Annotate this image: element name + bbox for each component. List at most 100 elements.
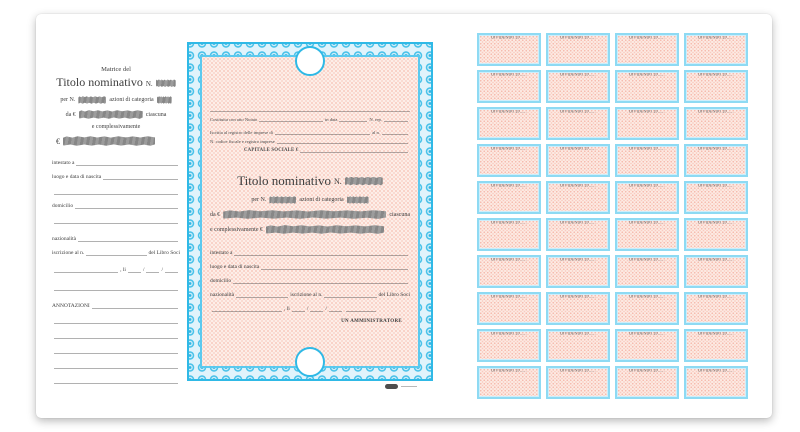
coupon-label: DIVIDENDO 20...... [560, 147, 596, 151]
bottom-medallion-seal [295, 347, 325, 377]
amministratore-signature-label: UN AMMINISTRATORE [341, 319, 402, 324]
cert-capitale-row: CAPITALE SOCIALE € [210, 148, 410, 153]
dividend-coupon: DIVIDENDO 20...... [684, 366, 748, 399]
stub-title: Titolo nominativo N. [52, 75, 180, 90]
stub-blank-row [52, 378, 180, 384]
ruled-line [276, 139, 408, 144]
stub-continuation-row [52, 218, 180, 224]
coupon-label: DIVIDENDO 20...... [629, 110, 665, 114]
redacted-value [63, 136, 155, 146]
cert-codice-fiscale-row: N. codice fiscale e registro imprese [210, 139, 410, 144]
dividend-coupon: DIVIDENDO 20...... [615, 144, 679, 177]
dividend-coupon: DIVIDENDO 20...... [615, 255, 679, 288]
dividend-coupon: DIVIDENDO 20...... [684, 70, 748, 103]
cert-iscritta-row: Iscritta al registro delle imprese di al… [210, 130, 410, 135]
dividend-coupon: DIVIDENDO 20...... [477, 255, 541, 288]
stub-nazionalita-row: nazionalità [52, 236, 180, 242]
redacted-value [78, 110, 143, 119]
cert-title-text: Titolo nominativo [237, 173, 331, 188]
redacted-value [223, 210, 387, 219]
domicilio-label: domicilio [52, 203, 74, 209]
dividend-coupon: DIVIDENDO 20...... [615, 181, 679, 214]
certificate-body: Costituita con atto Notaio in data N. re… [200, 55, 420, 368]
ruled-line [54, 189, 178, 195]
dividend-coupon: DIVIDENDO 20...... [684, 33, 748, 66]
intestato-label: intestato a [210, 250, 233, 256]
dividend-coupon: DIVIDENDO 20...... [615, 70, 679, 103]
dividend-coupon: DIVIDENDO 20...... [684, 181, 748, 214]
coupon-label: DIVIDENDO 20...... [491, 295, 527, 299]
coupon-label: DIVIDENDO 20...... [491, 258, 527, 262]
ruled-line [165, 267, 178, 273]
coupon-label: DIVIDENDO 20...... [491, 221, 527, 225]
coupon-grid: DIVIDENDO 20...... DIVIDENDO 20...... DI… [477, 33, 748, 399]
dividend-coupon: DIVIDENDO 20...... [546, 366, 610, 399]
stub-annotazioni-row: ANNOTAZIONI [52, 303, 180, 309]
stub-matrice: Matrice del Titolo nominativo N. per N. … [52, 66, 180, 384]
date-separator: / [306, 306, 309, 312]
dividend-coupon: DIVIDENDO 20...... [546, 329, 610, 362]
ruled-line [78, 236, 178, 242]
domicilio-label: domicilio [210, 278, 232, 284]
ruled-line [339, 117, 368, 122]
coupon-label: DIVIDENDO 20...... [698, 147, 734, 151]
azioni-label: azioni di categoria [109, 97, 154, 103]
date-separator: / [325, 306, 327, 312]
ruled-line [54, 218, 178, 224]
coupon-label: DIVIDENDO 20...... [560, 221, 596, 225]
ruled-line [91, 303, 178, 309]
stub-continuation-row [52, 285, 180, 291]
coupon-label: DIVIDENDO 20...... [698, 258, 734, 262]
dividend-coupon: DIVIDENDO 20...... [684, 107, 748, 140]
dividend-coupon: DIVIDENDO 20...... [477, 218, 541, 251]
dividend-coupon: DIVIDENDO 20...... [546, 33, 610, 66]
printer-mark-text [401, 386, 417, 387]
nazionalita-label: nazionalità [210, 292, 235, 298]
dividend-coupon: DIVIDENDO 20...... [546, 181, 610, 214]
coupon-label: DIVIDENDO 20...... [560, 258, 596, 262]
coupon-label: DIVIDENDO 20...... [698, 110, 734, 114]
costituita-label: Costituita con atto Notaio [210, 117, 258, 122]
coupon-label: DIVIDENDO 20...... [560, 184, 596, 188]
dividend-coupon: DIVIDENDO 20...... [546, 107, 610, 140]
iscritta-label: Iscritta al registro delle imprese di [210, 130, 273, 135]
coupon-label: DIVIDENDO 20...... [560, 295, 596, 299]
cert-nazionalita-row: nazionalità iscrizione al n. del Libro S… [210, 292, 410, 298]
dividend-coupon: DIVIDENDO 20...... [684, 218, 748, 251]
complessivamente-label: e complessivamente € [210, 226, 263, 233]
coupon-label: DIVIDENDO 20...... [698, 73, 734, 77]
per-n-label: per N. [60, 97, 76, 103]
certificate-sheet: Matrice del Titolo nominativo N. per N. … [36, 14, 772, 418]
stub-intestato-row: intestato a [52, 160, 180, 166]
ruled-line [259, 117, 323, 122]
coupon-label: DIVIDENDO 20...... [629, 184, 665, 188]
stub-domicilio-row: domicilio [52, 203, 180, 209]
coupon-label: DIVIDENDO 20...... [698, 221, 734, 225]
ruled-line [291, 306, 305, 312]
ruled-line [54, 285, 178, 291]
stub-date-row: , li / / [52, 267, 180, 273]
dividend-coupon: DIVIDENDO 20...... [546, 292, 610, 325]
dividend-coupon: DIVIDENDO 20...... [477, 366, 541, 399]
coupon-label: DIVIDENDO 20...... [560, 110, 596, 114]
coupon-label: DIVIDENDO 20...... [560, 73, 596, 77]
dividend-coupon: DIVIDENDO 20...... [615, 292, 679, 325]
coupon-label: DIVIDENDO 20...... [491, 110, 527, 114]
dividend-coupon: DIVIDENDO 20...... [615, 33, 679, 66]
dividend-coupon: DIVIDENDO 20...... [546, 70, 610, 103]
stub-header: Matrice del [101, 66, 131, 73]
stub-blank-row [52, 333, 180, 339]
dividend-coupon: DIVIDENDO 20...... [615, 329, 679, 362]
dividend-coupon: DIVIDENDO 20...... [477, 70, 541, 103]
ruled-line [274, 130, 371, 135]
ruled-line [54, 378, 178, 384]
company-name-line [210, 111, 410, 112]
coupon-label: DIVIDENDO 20...... [560, 36, 596, 40]
coupon-label: DIVIDENDO 20...... [629, 147, 665, 151]
da-label: da € [65, 111, 76, 118]
ruled-line [146, 267, 160, 273]
stub-luogo-row: luogo e data di nascita [52, 174, 180, 180]
date-separator: / [142, 267, 145, 273]
coupon-label: DIVIDENDO 20...... [629, 369, 665, 373]
